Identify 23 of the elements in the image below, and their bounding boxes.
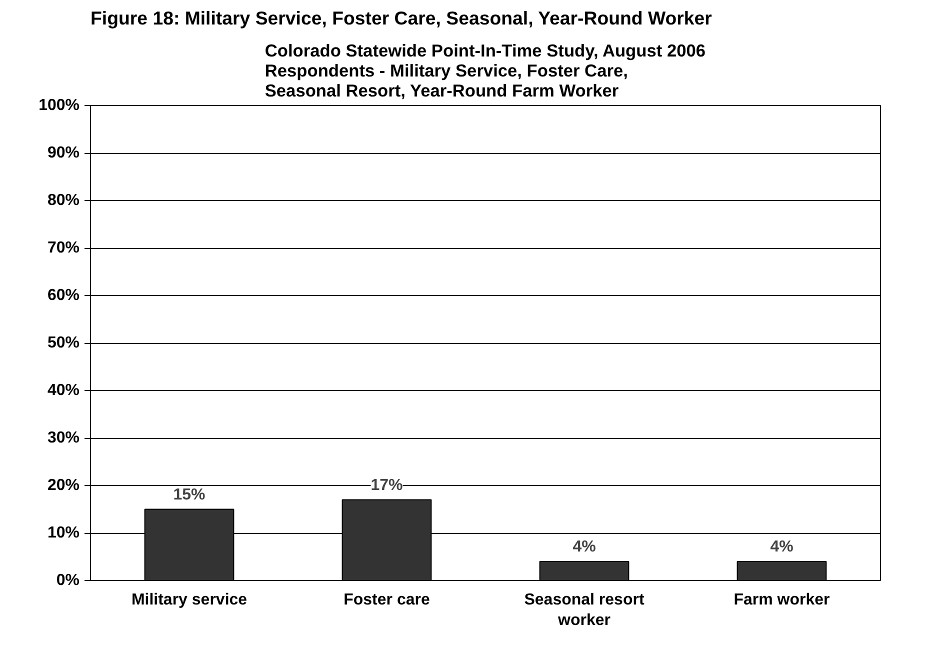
x-tick-label: Farm worker <box>734 592 830 608</box>
y-tick-label: 100% <box>38 97 80 114</box>
bar <box>736 561 827 580</box>
y-tick-label: 80% <box>47 192 80 209</box>
x-tick-label: Foster care <box>344 592 430 608</box>
y-tick-label: 50% <box>47 334 80 352</box>
data-label: 4% <box>572 538 596 556</box>
data-label: 4% <box>770 538 794 556</box>
data-label: 17% <box>370 476 403 494</box>
y-tick-label: 40% <box>47 382 80 399</box>
y-tick-label: 90% <box>47 144 80 162</box>
y-tick-label: 30% <box>47 430 80 446</box>
y-tick-label: 70% <box>47 240 80 256</box>
y-tick-label: 10% <box>47 524 80 542</box>
chart-title: Colorado Statewide Point-In-Time Study, August 2006 Respondents - Military Service, Foster Care, Seasonal Resort, Year-Round Farm Worker <box>264 40 706 100</box>
bar <box>539 561 630 580</box>
x-tick-label: Seasonal resort worker <box>524 592 645 629</box>
x-tick-label: Military service <box>131 592 248 608</box>
y-tick-label: 0% <box>56 572 80 589</box>
caption: Figure 18: Military Service, Foster Care, Seasonal, Year-Round Worker <box>90 8 712 28</box>
y-tick-label: 20% <box>47 477 80 494</box>
data-label: 15% <box>173 486 206 504</box>
y-tick-label: 60% <box>47 287 80 304</box>
